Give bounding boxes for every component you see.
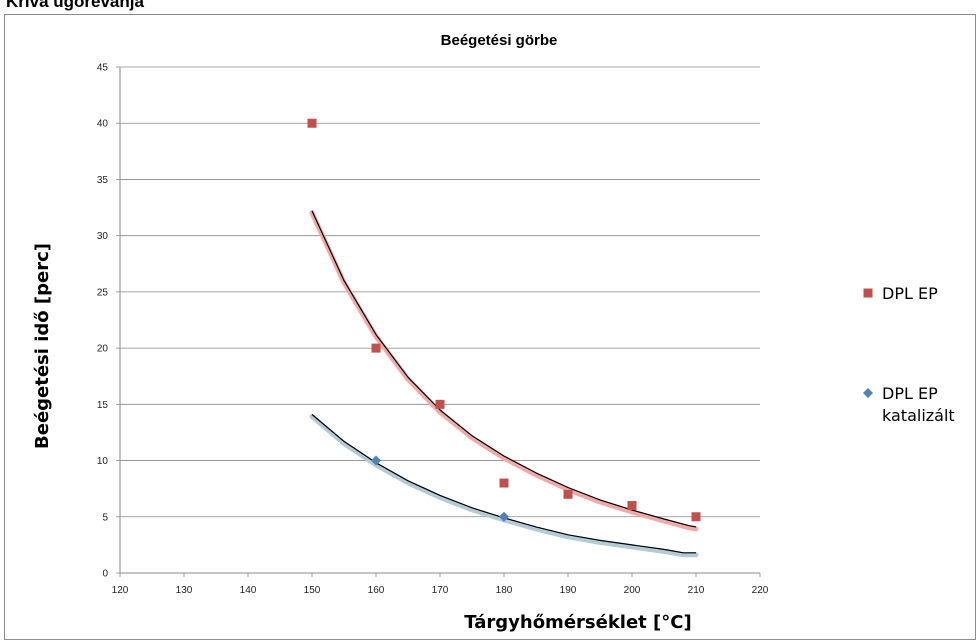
x-tick-label: 140 xyxy=(240,585,257,596)
legend-label: DPL EP xyxy=(882,384,938,403)
x-axis-title: Tárgyhőmérséklet [°C] xyxy=(464,612,691,633)
chart-frame xyxy=(4,14,976,640)
y-tick-label: 10 xyxy=(97,456,109,467)
x-tick-label: 170 xyxy=(432,585,449,596)
y-tick-label: 25 xyxy=(97,287,109,298)
x-tick-label: 120 xyxy=(112,585,129,596)
gridlines xyxy=(120,66,760,518)
x-tick-label: 160 xyxy=(368,585,385,596)
trendline-series-1 xyxy=(311,414,696,554)
x-tick-label: 130 xyxy=(176,585,193,596)
page-heading: Kriva ugorevanja xyxy=(6,0,144,11)
data-point-series-0 xyxy=(371,343,381,353)
legend: DPL EP DPL EP katalizált xyxy=(863,284,955,425)
legend-label: DPL EP xyxy=(882,284,938,303)
y-tick-labels: 0 5 10 15 20 25 30 35 40 45 xyxy=(97,63,109,580)
data-point-series-0 xyxy=(307,118,317,128)
x-tick-label: 200 xyxy=(624,585,641,596)
y-axis-title: Beégetési idő [perc] xyxy=(32,243,53,449)
axes xyxy=(116,66,761,577)
data-point-series-1 xyxy=(371,455,381,466)
data-point-series-1 xyxy=(499,511,509,522)
x-tick-label: 180 xyxy=(496,585,513,596)
data-point-series-0 xyxy=(499,478,509,488)
x-tick-label: 220 xyxy=(752,585,769,596)
data-points xyxy=(307,118,701,522)
y-tick-label: 0 xyxy=(102,569,108,580)
x-tick-label: 150 xyxy=(304,585,321,596)
y-tick-label: 15 xyxy=(97,400,109,411)
trendline-series-0 xyxy=(311,210,697,528)
x-tick-label: 190 xyxy=(560,585,577,596)
trendline-glow-series-0 xyxy=(309,210,699,532)
legend-marker-1 xyxy=(863,388,873,398)
legend-label: katalizált xyxy=(882,406,955,425)
y-tick-label: 30 xyxy=(97,231,109,242)
trendline-glow-series-1 xyxy=(309,414,699,558)
y-tick-label: 40 xyxy=(97,119,109,130)
y-tick-label: 35 xyxy=(97,175,109,186)
x-tick-label: 210 xyxy=(688,585,705,596)
data-point-series-0 xyxy=(691,512,701,522)
trendlines xyxy=(309,210,699,558)
data-point-series-0 xyxy=(563,489,573,499)
y-tick-label: 45 xyxy=(97,63,109,74)
y-tick-label: 5 xyxy=(102,512,108,523)
data-point-series-0 xyxy=(627,501,637,511)
chart-title: Beégetési görbe xyxy=(441,32,558,49)
x-tick-labels: 120 130 140 150 160 170 180 190 200 210 220 xyxy=(112,585,769,596)
data-point-series-0 xyxy=(435,399,445,409)
legend-marker-0 xyxy=(863,288,873,298)
y-tick-label: 20 xyxy=(97,344,109,355)
